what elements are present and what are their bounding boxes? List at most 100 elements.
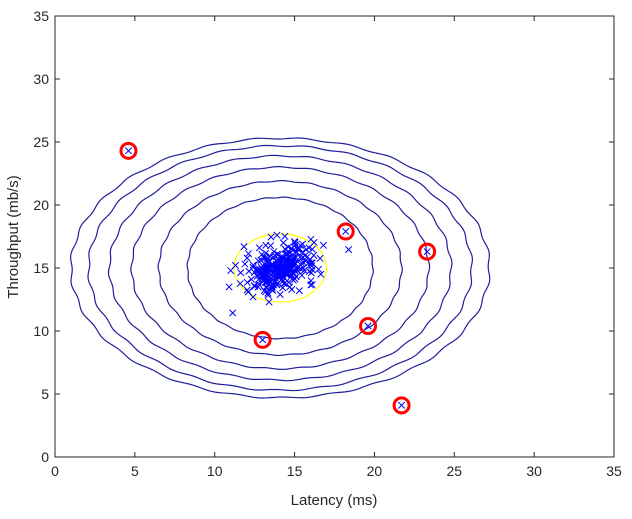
- data-point-x-marker: [270, 248, 278, 256]
- data-point-x-marker: [254, 257, 262, 265]
- x-tick-label: 0: [51, 463, 59, 479]
- axes-frame: [54, 15, 615, 458]
- x-tick-label: 10: [207, 463, 223, 479]
- data-point-x-marker: [249, 261, 257, 269]
- x-tick-label: 15: [287, 463, 303, 479]
- outlier-x-marker: [342, 227, 350, 236]
- data-point-x-marker: [276, 272, 284, 280]
- data-point-x-marker: [269, 286, 277, 294]
- outlier-circle: [418, 242, 437, 261]
- y-tick-label: 25: [33, 134, 49, 150]
- data-point-x-marker: [237, 269, 245, 277]
- outlier-x-marker: [398, 401, 406, 409]
- data-point-x-marker: [284, 260, 292, 268]
- data-point-x-marker: [284, 250, 292, 258]
- data-point-x-marker: [259, 270, 267, 278]
- x-axis-ticks: 0 5 10 15 20 25 30 35: [51, 16, 622, 479]
- data-point-x-marker: [295, 287, 303, 295]
- data-point-x-marker: [243, 286, 251, 294]
- data-point-x-marker: [273, 281, 281, 289]
- x-tick-label: 30: [526, 463, 542, 479]
- data-point-x-marker: [243, 278, 251, 286]
- contour-level: [130, 166, 431, 370]
- data-point-x-marker: [298, 271, 306, 279]
- data-point-x-marker: [262, 249, 270, 257]
- data-point-x-marker: [301, 257, 310, 265]
- outlier-circle: [392, 396, 411, 415]
- data-point-x-marker: [275, 264, 283, 272]
- data-point-x-marker: [286, 283, 294, 291]
- data-point-x-marker: [279, 239, 287, 247]
- data-point-x-marker: [276, 290, 284, 299]
- data-point-x-marker: [260, 253, 268, 261]
- data-point-x-marker: [291, 275, 299, 283]
- data-point-x-marker: [240, 243, 248, 251]
- y-tick-label: 30: [33, 71, 49, 87]
- data-point-x-marker: [255, 244, 263, 252]
- data-point-x-marker: [308, 280, 316, 289]
- data-point-x-marker: [284, 263, 292, 271]
- data-point-x-marker: [262, 241, 270, 249]
- data-point-x-marker: [303, 253, 311, 261]
- outlier-circle: [359, 316, 378, 335]
- data-point-x-marker: [294, 258, 302, 266]
- data-point-x-marker: [319, 241, 328, 249]
- y-tick-label: 5: [41, 386, 49, 402]
- data-point-x-marker: [266, 252, 274, 261]
- contour-level: [107, 154, 453, 382]
- data-point-x-marker: [271, 274, 279, 282]
- data-point-x-marker: [283, 250, 291, 258]
- x-tick-label: 25: [446, 463, 462, 479]
- data-point-x-marker: [254, 283, 262, 291]
- data-point-x-marker: [314, 265, 323, 273]
- data-point-x-marker: [289, 246, 297, 254]
- outlier-markers: [119, 141, 437, 415]
- data-point-x-marker: [287, 265, 295, 273]
- data-point-x-marker: [317, 270, 325, 278]
- data-point-x-marker: [310, 251, 318, 259]
- data-point-x-marker: [267, 233, 275, 241]
- data-point-x-marker: [308, 266, 316, 274]
- data-point-x-marker: [268, 284, 276, 292]
- x-axis-label: Latency (ms): [291, 492, 378, 509]
- data-point-x-marker: [316, 254, 324, 262]
- data-point-x-marker: [267, 261, 275, 270]
- data-point-x-marker: [245, 267, 253, 275]
- data-point-x-marker: [300, 266, 308, 275]
- contour-level: [87, 144, 474, 392]
- plot-area: [70, 137, 491, 415]
- outlier-x-marker: [259, 336, 267, 344]
- y-tick-label: 35: [33, 8, 49, 24]
- data-point-x-marker: [259, 277, 267, 285]
- data-point-x-marker: [252, 265, 260, 273]
- y-tick-label: 15: [33, 260, 49, 276]
- data-point-x-marker: [273, 231, 281, 239]
- data-point-x-marker: [292, 273, 300, 281]
- contour-level: [157, 179, 403, 357]
- data-point-x-marker: [244, 250, 253, 258]
- outlier-circle: [336, 222, 355, 241]
- data-point-x-marker: [243, 254, 251, 262]
- data-point-x-marker: [247, 275, 256, 283]
- x-tick-label: 35: [606, 463, 622, 479]
- data-point-x-marker: [281, 232, 289, 240]
- data-point-x-marker: [308, 259, 316, 267]
- data-point-x-marker: [250, 281, 259, 290]
- data-point-x-marker: [299, 264, 307, 272]
- outlier-x-marker: [364, 322, 372, 330]
- y-axis-label: Throughput (mb/s): [5, 175, 22, 298]
- data-point-x-marker: [299, 240, 307, 248]
- data-point-x-marker: [291, 240, 299, 248]
- outlier-circle: [253, 330, 272, 349]
- data-point-x-marker: [229, 309, 237, 317]
- y-tick-label: 20: [33, 197, 49, 213]
- axes-box: [54, 15, 615, 458]
- data-point-x-marker: [345, 246, 353, 254]
- data-point-x-marker: [236, 279, 244, 288]
- y-tick-label: 0: [41, 449, 49, 465]
- data-point-x-marker: [241, 260, 249, 268]
- data-point-x-marker: [278, 254, 286, 262]
- data-point-x-marker: [263, 278, 271, 286]
